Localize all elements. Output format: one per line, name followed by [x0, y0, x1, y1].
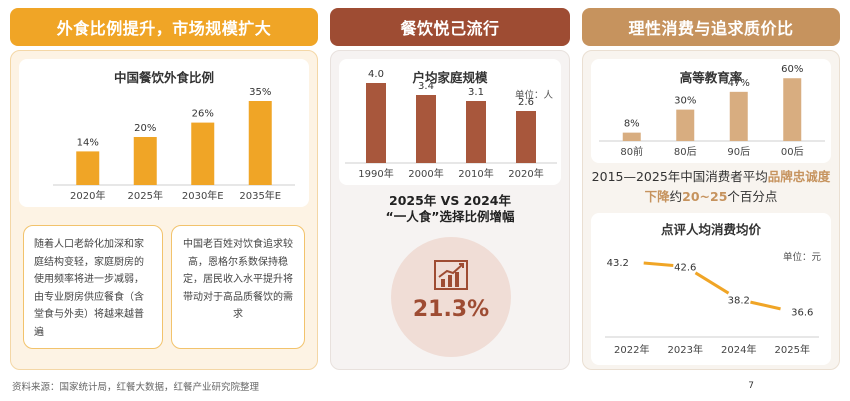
data-label: 42.6: [674, 263, 696, 274]
avg-spending-chart: 43.2 2022年 42.6 2023年 38.2 2024年 36.6 2025年: [605, 258, 819, 356]
line-segment: [750, 300, 781, 311]
data-label: 3.1: [468, 87, 484, 98]
panel-card: 中国餐饮外食比例 14% 2020年 20% 2025年 26% 2030年E 35% 203…: [10, 50, 318, 370]
panel-card: 高等教育率 8% 80前 30% 80后 47% 90后 60% 00后 2015—2025年…: [582, 50, 840, 370]
tick-label: 2024年: [721, 343, 756, 356]
solo-dining-increase-value: 21.3%: [412, 297, 490, 322]
chart-container: 中国餐饮外食比例 14% 2020年 20% 2025年 26% 2030年E 35% 203…: [19, 59, 309, 207]
data-label: 8%: [624, 119, 640, 130]
chart-title: 中国餐饮外食比例: [113, 70, 214, 85]
chart-title: 点评人均消费均价: [660, 222, 761, 237]
panel-header: 餐饮悦己流行: [330, 8, 570, 46]
tick-label: 2022年: [614, 343, 649, 356]
tick-label: 2030年E: [182, 189, 224, 202]
tick-label: 2010年: [458, 167, 493, 180]
panel-self-pleasing: 餐饮悦己流行 户均家庭规模 单位：人 4.0 1990年 3.4 2000年 3.1 20…: [330, 8, 570, 370]
tick-label: 00后: [781, 146, 804, 158]
tick-label: 2035年E: [239, 189, 281, 202]
note-income-quality: 中国老百姓对饮食追求较高，恩格尔系数保持稳定，居民收入水平提升将带动对于高品质餐…: [171, 225, 305, 349]
statement-text: 2015—2025年中国消费者平均: [591, 169, 768, 184]
statement-highlight: 品牌忠诚度下降: [644, 169, 831, 204]
comparison-title-line2: “一人食”选择比例增幅: [385, 209, 515, 224]
bar: [516, 111, 536, 163]
note-aging-households: 随着人口老龄化加深和家庭结构变轻，家庭厨房的使用频率将进一步减弱，由专业厨房供应…: [23, 225, 163, 349]
rising-chart-icon: [434, 260, 468, 290]
panel-dining-out: 外食比例提升，市场规模扩大 中国餐饮外食比例 14% 2020年 20% 2025年 2…: [10, 8, 318, 370]
tick-label: 2025年: [775, 343, 810, 356]
data-label: 47%: [728, 78, 750, 89]
data-label: 2.6: [518, 97, 534, 108]
source-footnote: 资料来源：国家统计局，红餐大数据，红餐产业研究院整理: [12, 382, 260, 393]
data-label: 38.2: [728, 296, 750, 307]
panel-card: 户均家庭规模 单位：人 4.0 1990年 3.4 2000年 3.1 2010年 2.6 2…: [330, 50, 570, 370]
tick-label: 80后: [674, 146, 697, 158]
statement-text: 约: [669, 189, 683, 204]
comparison-title-line1: 2025年 VS 2024年: [389, 193, 511, 208]
bar: [133, 137, 157, 185]
data-label: 26%: [192, 109, 214, 120]
tick-label: 2020年: [70, 189, 105, 202]
chart-title: 户均家庭规模: [412, 70, 488, 85]
data-label: 3.4: [418, 81, 434, 92]
data-label: 14%: [77, 137, 99, 148]
dining-out-ratio-chart: 14% 2020年 20% 2025年 26% 2030年E 35% 2035年E: [53, 87, 295, 202]
chart-container: 点评人均消费均价 单位：元 43.2 2022年 42.6 2023年 38.2 2024…: [591, 213, 831, 365]
bar: [366, 83, 386, 163]
data-label: 20%: [134, 123, 156, 134]
bar: [622, 132, 641, 141]
data-label: 30%: [674, 96, 696, 107]
statement-highlight-number: 20~25: [682, 189, 728, 204]
chart-container: 户均家庭规模 单位：人 4.0 1990年 3.4 2000年 3.1 2010年 2.6 2…: [339, 59, 561, 185]
tick-label: 2000年: [408, 167, 443, 180]
bar: [191, 122, 215, 185]
bar: [729, 91, 748, 141]
tick-label: 80前: [620, 145, 643, 158]
chart-container: 高等教育率 8% 80前 30% 80后 47% 90后 60% 00后: [591, 59, 831, 163]
bar: [76, 151, 100, 185]
tick-label: 2020年: [508, 167, 543, 180]
data-label: 60%: [781, 64, 803, 75]
data-label: 35%: [249, 87, 271, 98]
brand-loyalty-statement: 2015—2025年中国消费者平均品牌忠诚度下降约20~25个百分点: [591, 167, 831, 207]
household-size-chart: 4.0 1990年 3.4 2000年 3.1 2010年 2.6 2020年: [345, 69, 557, 180]
line-segment: [694, 271, 730, 295]
data-label: 4.0: [368, 69, 384, 80]
chart-title: 高等教育率: [679, 70, 743, 85]
tick-label: 2023年: [668, 343, 703, 356]
tick-label: 2025年: [128, 189, 163, 202]
tick-label: 90后: [727, 146, 750, 158]
page-number: 7: [748, 381, 754, 391]
panel-rational-consumption: 理性消费与追求质价比 高等教育率 8% 80前 30% 80后 47% 90后 60% 00后…: [582, 8, 840, 370]
data-label: 36.6: [791, 308, 813, 319]
tick-label: 1990年: [358, 167, 393, 180]
panel-header: 外食比例提升，市场规模扩大: [10, 8, 318, 46]
chart-unit: 单位：元: [782, 252, 821, 263]
solo-dining-circle: 21.3%: [391, 237, 511, 357]
bar: [466, 101, 486, 163]
bar: [783, 78, 802, 141]
bar: [676, 109, 695, 141]
bar: [416, 95, 436, 163]
statement-text: 个百分点: [727, 189, 778, 204]
chart-unit: 单位：人: [514, 90, 553, 101]
line-segment: [643, 261, 674, 267]
data-label: 43.2: [607, 258, 629, 269]
panel-header: 理性消费与追求质价比: [582, 8, 840, 46]
bar: [248, 101, 272, 185]
higher-education-chart: 8% 80前 30% 80后 47% 90后 60% 00后: [599, 64, 825, 158]
